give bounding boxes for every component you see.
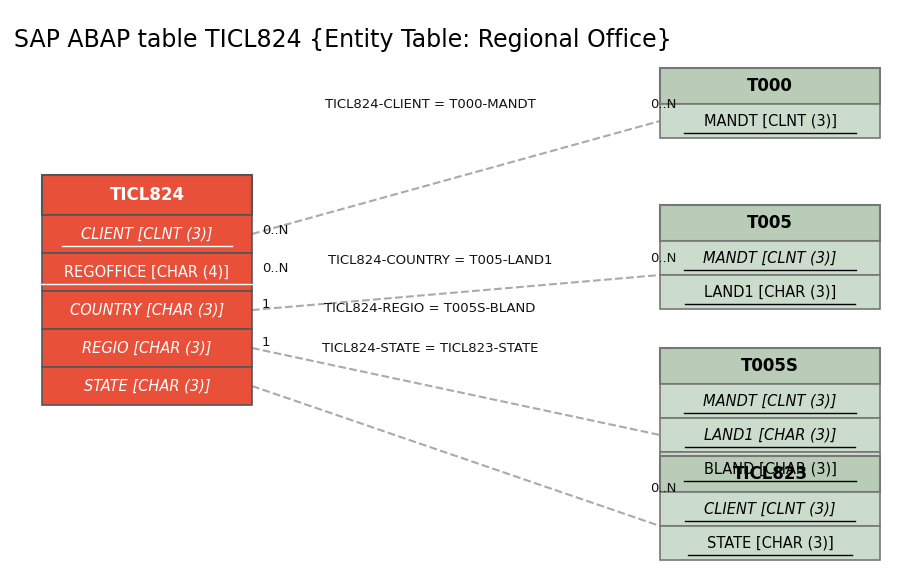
Text: COUNTRY [CHAR (3)]: COUNTRY [CHAR (3)] [70, 303, 224, 318]
Text: MANDT [CLNT (3)]: MANDT [CLNT (3)] [703, 114, 836, 128]
Text: SAP ABAP table TICL824 {Entity Table: Regional Office}: SAP ABAP table TICL824 {Entity Table: Re… [14, 28, 671, 52]
FancyBboxPatch shape [660, 452, 880, 486]
Text: REGIO [CHAR (3)]: REGIO [CHAR (3)] [82, 340, 211, 356]
Text: 1: 1 [262, 298, 271, 311]
Text: STATE [CHAR (3)]: STATE [CHAR (3)] [707, 536, 834, 550]
FancyBboxPatch shape [42, 329, 252, 367]
FancyBboxPatch shape [660, 275, 880, 309]
Text: TICL824: TICL824 [109, 186, 185, 204]
FancyBboxPatch shape [42, 367, 252, 405]
Text: 0..N: 0..N [262, 262, 289, 275]
FancyBboxPatch shape [660, 68, 880, 104]
Text: BLAND [CHAR (3)]: BLAND [CHAR (3)] [703, 462, 836, 476]
FancyBboxPatch shape [660, 205, 880, 241]
Text: REGOFFICE [CHAR (4)]: REGOFFICE [CHAR (4)] [65, 265, 230, 279]
FancyBboxPatch shape [42, 291, 252, 329]
FancyBboxPatch shape [42, 253, 252, 291]
Text: 0..N: 0..N [262, 223, 289, 237]
Text: CLIENT [CLNT (3)]: CLIENT [CLNT (3)] [81, 227, 213, 241]
Text: 0..N: 0..N [650, 482, 676, 494]
Text: STATE [CHAR (3)]: STATE [CHAR (3)] [84, 378, 210, 394]
Text: TICL824-CLIENT = T000-MANDT: TICL824-CLIENT = T000-MANDT [324, 99, 536, 111]
Text: 0..N: 0..N [650, 251, 676, 265]
Text: 0..N: 0..N [650, 99, 676, 111]
Text: MANDT [CLNT (3)]: MANDT [CLNT (3)] [703, 394, 836, 409]
Text: T000: T000 [747, 77, 793, 95]
Text: TICL823: TICL823 [732, 465, 807, 483]
Text: TICL824-REGIO = T005S-BLAND: TICL824-REGIO = T005S-BLAND [324, 301, 536, 314]
Text: TICL824-COUNTRY = T005-LAND1: TICL824-COUNTRY = T005-LAND1 [328, 254, 552, 266]
FancyBboxPatch shape [42, 215, 252, 253]
FancyBboxPatch shape [660, 418, 880, 452]
Text: T005S: T005S [741, 357, 799, 375]
FancyBboxPatch shape [660, 384, 880, 418]
FancyBboxPatch shape [660, 348, 880, 384]
Text: MANDT [CLNT (3)]: MANDT [CLNT (3)] [703, 251, 836, 265]
FancyBboxPatch shape [660, 456, 880, 492]
FancyBboxPatch shape [660, 241, 880, 275]
FancyBboxPatch shape [660, 104, 880, 138]
Text: TICL824-STATE = TICL823-STATE: TICL824-STATE = TICL823-STATE [322, 342, 538, 354]
Text: LAND1 [CHAR (3)]: LAND1 [CHAR (3)] [704, 285, 836, 300]
Text: T005: T005 [747, 214, 793, 232]
FancyBboxPatch shape [660, 526, 880, 560]
Text: CLIENT [CLNT (3)]: CLIENT [CLNT (3)] [704, 501, 835, 517]
Text: 1: 1 [262, 335, 271, 349]
Text: LAND1 [CHAR (3)]: LAND1 [CHAR (3)] [704, 427, 836, 442]
FancyBboxPatch shape [42, 175, 252, 215]
FancyBboxPatch shape [660, 492, 880, 526]
